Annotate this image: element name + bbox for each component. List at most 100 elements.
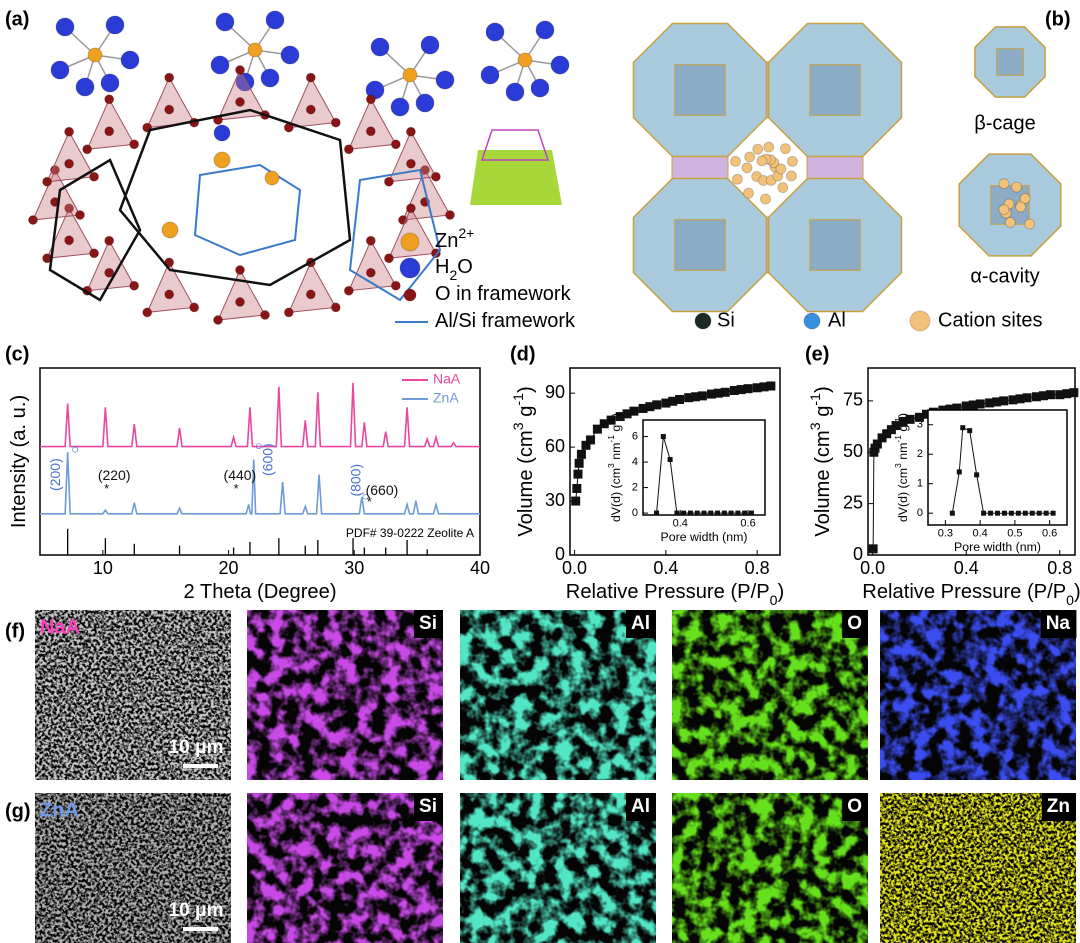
legend-label: H2O — [435, 256, 473, 282]
y-axis-label-part: 3 — [510, 422, 526, 430]
data-point — [728, 510, 734, 516]
atom — [265, 10, 285, 30]
data-point — [645, 402, 655, 412]
data-point — [606, 415, 616, 425]
x-tick-label: 0.8 — [1047, 558, 1072, 578]
data-point — [872, 439, 882, 449]
element-label-box — [1041, 793, 1076, 821]
atom — [480, 65, 500, 85]
atom — [517, 52, 533, 68]
data-point — [961, 401, 971, 411]
data-point — [735, 510, 741, 516]
x-tick-label: 0.8 — [745, 558, 770, 578]
atom — [998, 204, 1010, 216]
panel-label: (g) — [5, 800, 31, 822]
x-axis-label: Relative Pressure (P/P0) — [566, 581, 784, 607]
legend-label-part: 2+ — [458, 225, 474, 241]
tetrahedron — [46, 130, 95, 183]
data-point — [667, 457, 673, 463]
data-point — [681, 510, 687, 516]
atom — [164, 104, 175, 115]
atom — [485, 22, 505, 42]
data-point — [766, 381, 776, 391]
y-tick-label: 2 — [632, 481, 638, 493]
peak-label: (440) — [224, 467, 257, 483]
atom — [763, 141, 775, 153]
x-axis-label-part: ) — [778, 581, 785, 603]
atom — [305, 289, 316, 300]
y-tick-label: 50 — [843, 441, 863, 461]
data-point — [622, 409, 632, 419]
data-point — [697, 391, 707, 401]
data-point — [721, 510, 727, 516]
cage-face — [674, 219, 726, 271]
y-axis-label-part: nm — [609, 443, 623, 464]
atom — [1019, 193, 1031, 205]
legend-label: Cation sites — [938, 309, 1043, 331]
y-tick-label: 90 — [545, 382, 565, 402]
element-label-box — [626, 610, 656, 638]
data-point — [1022, 393, 1032, 403]
element-label: O — [847, 613, 862, 634]
atom — [164, 72, 175, 83]
atom — [365, 235, 376, 246]
x-tick-label: 0.4 — [653, 558, 678, 578]
tetrahedron — [287, 261, 337, 313]
data-point — [1015, 510, 1021, 516]
data-point — [581, 440, 591, 450]
y-axis-label-part: 3 — [606, 463, 616, 468]
element-label-box — [626, 793, 656, 821]
atom — [909, 310, 931, 332]
atom — [75, 210, 85, 220]
data-point — [661, 398, 671, 408]
data-point — [675, 394, 685, 404]
data-point — [898, 416, 908, 426]
data-point — [573, 469, 583, 479]
x-tick-label: 0.6 — [740, 518, 755, 530]
y-tick-label: 3 — [917, 419, 923, 431]
framework — [348, 168, 442, 302]
data-point — [921, 409, 931, 419]
element-label: Si — [419, 613, 437, 634]
atom — [64, 158, 75, 169]
cage-face — [809, 219, 861, 271]
y-axis-label-part: g — [812, 406, 834, 423]
atom — [400, 232, 420, 252]
data-point — [1036, 510, 1042, 516]
cage-label: β-cage — [974, 112, 1036, 134]
data-point — [748, 510, 754, 516]
y-tick-label: 1 — [917, 478, 923, 490]
atom — [100, 73, 120, 93]
data-point — [981, 510, 987, 516]
data-point — [586, 435, 596, 445]
data-point — [1015, 394, 1025, 404]
data-point — [742, 510, 748, 516]
atom — [399, 257, 421, 279]
atom — [104, 94, 115, 105]
y-axis-label: dV(d) (cm3 nm-1 g-1) — [893, 413, 910, 522]
atom — [64, 235, 75, 246]
panel-label: (d) — [510, 343, 536, 365]
x-axis-label-part: 0 — [770, 592, 778, 608]
data-point — [1069, 388, 1079, 398]
x-tick-label: 30 — [344, 558, 364, 578]
atom — [785, 170, 797, 182]
data-point — [960, 425, 966, 431]
legend-label-part: H — [435, 256, 449, 278]
atom — [235, 265, 245, 275]
data-point — [995, 510, 1000, 516]
data-point — [1029, 510, 1035, 516]
atom — [142, 307, 153, 318]
data-point — [886, 425, 896, 435]
tetrahedron — [86, 98, 135, 150]
data-point — [759, 382, 769, 392]
data-point — [1045, 390, 1055, 400]
y-tick-label: 25 — [843, 492, 863, 512]
framework — [48, 158, 142, 302]
data-point — [1043, 510, 1049, 516]
x-tick-label: 0.4 — [972, 528, 987, 540]
data-point — [654, 510, 660, 516]
data-point — [1008, 510, 1014, 516]
x-axis-label-part: 0 — [1066, 592, 1074, 608]
x-axis-label: 2 Theta (Degree) — [183, 581, 336, 603]
